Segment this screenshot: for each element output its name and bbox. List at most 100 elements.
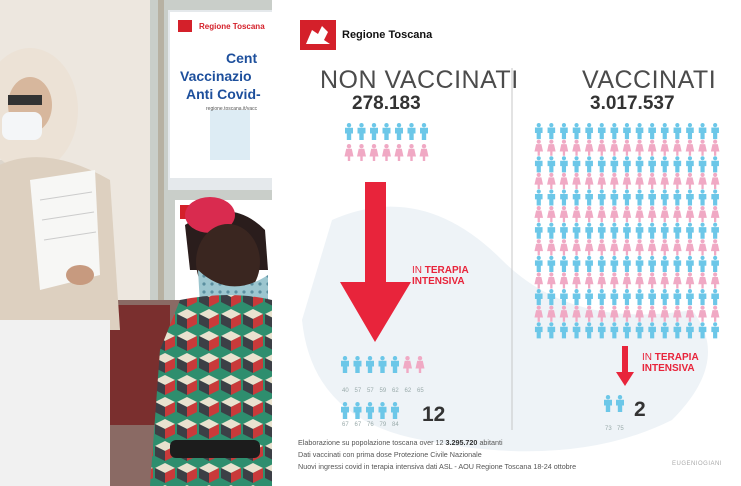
vaccinati-person-icon [673,222,682,239]
vaccinati-person-icon [559,272,569,289]
vaccinati-person-icon [597,289,606,306]
vaccinati-person-icon [622,305,632,322]
vaccinati-person-icon [610,289,619,306]
vaccinati-person-icon [547,239,556,256]
vaccinati-person-icon [686,189,694,206]
vaccinati-person-icon [547,206,556,223]
vaccinati-person-icon [647,172,657,189]
vaccinati-person-icon [584,239,594,256]
vaccinati-person-icon [673,239,682,256]
vaccinati-person-icon [648,156,656,173]
vaccinati-person-icon [711,222,719,239]
vaccinati-person-icon [597,222,606,239]
vaccinati-person-icon [660,305,670,322]
vaccinati-person-icon [660,289,669,306]
age-label: 76 [367,422,374,428]
vaccinati-person-icon [635,123,644,140]
photo-panel: Regione Toscana Cent Vaccinazio Anti Cov… [0,0,272,486]
vaccinati-person-icon [623,255,631,272]
vaccinati-person-icon [610,239,619,256]
vaccinati-person-icon [660,156,669,173]
vaccinati-person-icon [623,156,631,173]
non-vaccinati-person-icon [345,123,353,140]
vaccinati-count: 3.017.537 [590,93,675,114]
icu-non-vaccinati-person-icon [415,356,425,373]
vaccinati-person-icon [711,123,719,140]
icu-prefix: IN [412,265,422,276]
vaccinati-person-icon [534,172,544,189]
vaccinati-person-icon [673,206,682,223]
vaccinati-person-icon [673,156,682,173]
vaccinati-person-icon [572,172,581,189]
non-vaccinati-person-icon [344,144,354,161]
vaccinati-person-icon [547,172,556,189]
vaccinati-person-icon [534,156,543,173]
vaccinati-person-icon [711,255,719,272]
sign-brand: Regione Toscana [199,22,265,31]
vaccinati-person-icon [597,206,607,223]
vaccinati-person-icon [572,239,581,256]
vaccinati-person-icon [710,239,720,256]
non-vaccinati-person-icon [357,123,366,140]
credit: EUGENIOGIANI [672,461,723,467]
icu-non-vaccinati-person-icon [391,356,399,373]
footer-line-3: Nuovi ingressi covid in terapia intensiv… [298,462,577,471]
non-vaccinati-person-icon [382,144,391,161]
vaccinati-person-icon [597,123,606,140]
icu-non-vaccinati-person-icon [366,356,374,373]
vaccinati-person-icon [635,206,644,223]
vaccinati-person-icon [547,322,556,339]
non-vaccinati-person-icon [369,144,379,161]
vaccinati-person-icon [686,123,694,140]
footer-line-2: Dati vaccinati con prima dose Protezione… [298,450,482,459]
vaccinati-person-icon [585,322,593,339]
vaccinati-person-icon [585,289,593,306]
non-vaccinati-person-icon [407,144,416,161]
vaccinati-person-icon [660,172,670,189]
vaccinati-person-icon [584,206,594,223]
sign-line-3: Anti Covid- [186,86,261,102]
tuscany-watermark [302,206,708,452]
vaccinati-person-icon [710,206,720,223]
vaccinati-person-icon [597,172,607,189]
vaccinati-person-icon [686,289,694,306]
icu-non-vaccinati-person-icon [378,356,387,373]
vaccinati-person-icon [673,289,682,306]
vaccinati-person-icon [660,123,669,140]
vaccinati-person-icon [698,139,707,156]
vaccinati-person-icon [648,255,656,272]
vaccinati-person-icon [648,189,656,206]
vaccinati-person-icon [559,139,569,156]
vaccinati-person-icon [648,222,656,239]
vaccinati-person-icon [547,255,556,272]
vaccinati-person-icon [698,206,707,223]
vaccinati-person-icon [710,305,720,322]
age-label: 67 [342,422,349,428]
vaccinati-person-icon [648,322,656,339]
vaccinati-person-icon [559,239,569,256]
vaccinati-person-icon [610,305,619,322]
vaccinati-person-icon [572,305,581,322]
vaccinati-person-icon [547,305,556,322]
vaccinati-person-icon [647,239,657,256]
vaccinati-person-icon [622,239,632,256]
vaccinati-person-icon [585,255,593,272]
vaccinati-person-icon [534,289,543,306]
vaccinati-person-icon [698,255,707,272]
vaccinati-person-icon [610,222,619,239]
vaccinati-person-icon [673,189,682,206]
vaccinati-person-icon [686,255,694,272]
vaccinati-person-icon [685,305,695,322]
vaccinati-person-icon [635,255,644,272]
vaccinati-person-icon [685,239,695,256]
vaccinati-person-icon [572,272,581,289]
age-label: 62 [392,388,399,394]
vaccinati-person-icon [686,322,694,339]
icu-non-vaccinati-person-icon [366,402,374,419]
vaccinati-person-icon [685,206,695,223]
vaccinati-person-icon [559,206,569,223]
footer-line-1-suffix: abitanti [479,438,503,447]
vaccinati-person-icon [560,322,568,339]
age-label: 73 [605,426,612,432]
sign-line-2: Vaccinazio [180,68,252,84]
